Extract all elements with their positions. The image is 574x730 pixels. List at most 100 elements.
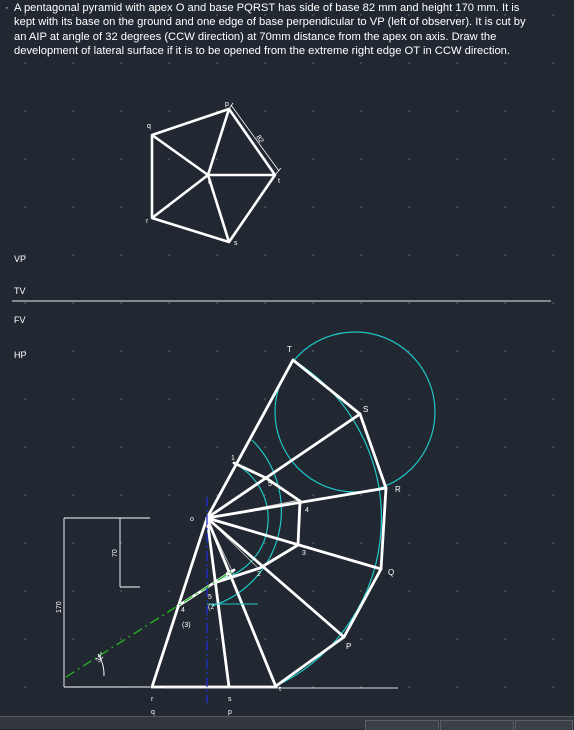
layout-tab[interactable] xyxy=(440,720,514,730)
grid-dot xyxy=(312,590,314,592)
grid-dot xyxy=(216,494,218,496)
grid-dot xyxy=(552,158,554,160)
dev-section-label-3: 3 xyxy=(302,550,306,557)
front-edge-os[interactable] xyxy=(205,516,231,689)
grid-dot xyxy=(168,302,170,304)
grid-dot xyxy=(504,494,506,496)
layout-tab[interactable] xyxy=(515,720,573,730)
grid-dot xyxy=(408,254,410,256)
development-outer-polyline[interactable] xyxy=(205,358,388,688)
grid-dot xyxy=(456,686,458,688)
grid-dot xyxy=(312,62,314,64)
front-view[interactable] xyxy=(150,516,278,689)
grid-dot xyxy=(216,158,218,160)
section-label-5: 5 xyxy=(208,594,212,601)
front-label-r: r xyxy=(151,696,154,703)
top-view[interactable] xyxy=(150,107,277,244)
cutting-plane-trace[interactable] xyxy=(65,569,235,678)
grid-dot xyxy=(120,542,122,544)
grid-dot xyxy=(24,350,26,352)
development-edge-os[interactable] xyxy=(205,412,362,520)
problem-statement: · A pentagonal pyramid with apex O and b… xyxy=(5,1,534,58)
slant-edge-oq[interactable] xyxy=(151,133,209,177)
grid-dot xyxy=(456,62,458,64)
grid-dot xyxy=(408,638,410,640)
grid-dot xyxy=(456,590,458,592)
grid-dot xyxy=(456,110,458,112)
grid-dot xyxy=(72,638,74,640)
grid-dot xyxy=(360,398,362,400)
grid-dot xyxy=(456,446,458,448)
grid-dot xyxy=(552,110,554,112)
grid-dot xyxy=(264,494,266,496)
grid-dot xyxy=(312,350,314,352)
slant-edge-os[interactable] xyxy=(206,174,231,243)
grid-dot xyxy=(72,110,74,112)
grid-dot xyxy=(360,542,362,544)
development-section-line[interactable] xyxy=(212,461,302,585)
dev-label-P: P xyxy=(346,642,351,651)
slant-edge-op[interactable] xyxy=(206,108,231,176)
front-edge-ot[interactable] xyxy=(205,516,278,689)
grid-dot xyxy=(312,110,314,112)
grid-dot xyxy=(456,14,458,16)
grid-dot xyxy=(360,254,362,256)
grid-dot xyxy=(264,14,266,16)
grid-dot xyxy=(168,158,170,160)
grid-dot xyxy=(312,638,314,640)
grid-dot xyxy=(552,494,554,496)
hp-label: HP xyxy=(14,350,27,360)
layout-tab[interactable] xyxy=(365,720,439,730)
grid-dot xyxy=(24,446,26,448)
grid-dot xyxy=(216,350,218,352)
base-edge-circle[interactable] xyxy=(274,331,436,493)
vp-label: VP xyxy=(14,254,26,264)
grid-dot xyxy=(552,254,554,256)
grid-dot xyxy=(504,446,506,448)
front-edge-oq[interactable] xyxy=(150,516,209,689)
front-label-t: t xyxy=(279,686,281,693)
grid-dot xyxy=(408,446,410,448)
grid-dot xyxy=(312,14,314,16)
grid-dot xyxy=(264,398,266,400)
top-label-t: t xyxy=(278,178,280,185)
grid-dot xyxy=(552,206,554,208)
grid-dot xyxy=(504,638,506,640)
section-label-3: (3) xyxy=(182,622,191,629)
slant-edge-or[interactable] xyxy=(151,173,209,220)
front-label-p: p xyxy=(228,709,232,716)
grid-dot xyxy=(408,158,410,160)
grid-dot xyxy=(72,254,74,256)
dev-label-T: T xyxy=(287,345,292,354)
grid-dot xyxy=(168,446,170,448)
grid-dot xyxy=(24,686,26,688)
grid-dot xyxy=(24,542,26,544)
grid-dot xyxy=(408,350,410,352)
grid-dot xyxy=(360,206,362,208)
grid-dot xyxy=(360,62,362,64)
section-label-2: (2 xyxy=(208,604,214,611)
cut-point-arc-inner[interactable] xyxy=(215,464,269,581)
grid-dot xyxy=(360,110,362,112)
development-edge-oq[interactable] xyxy=(205,516,383,571)
grid-dot xyxy=(312,494,314,496)
grid-dot xyxy=(456,542,458,544)
grid-dot xyxy=(24,494,26,496)
development-lateral-surface[interactable] xyxy=(205,358,388,688)
development-edge-op[interactable] xyxy=(205,516,346,639)
grid-dot xyxy=(408,398,410,400)
grid-dot xyxy=(408,110,410,112)
grid-dot xyxy=(72,302,74,304)
grid-dot xyxy=(216,302,218,304)
grid-dot xyxy=(168,254,170,256)
top-view-base-pentagon[interactable] xyxy=(150,107,277,244)
grid-dot xyxy=(216,638,218,640)
grid-dot xyxy=(456,206,458,208)
grid-dot xyxy=(120,350,122,352)
top-label-s: s xyxy=(234,240,238,247)
grid-dot xyxy=(216,254,218,256)
development-edge-or[interactable] xyxy=(205,486,388,520)
dev-section-label-5: 5 xyxy=(268,481,272,488)
dev-section-label-2: 2 xyxy=(257,571,261,578)
